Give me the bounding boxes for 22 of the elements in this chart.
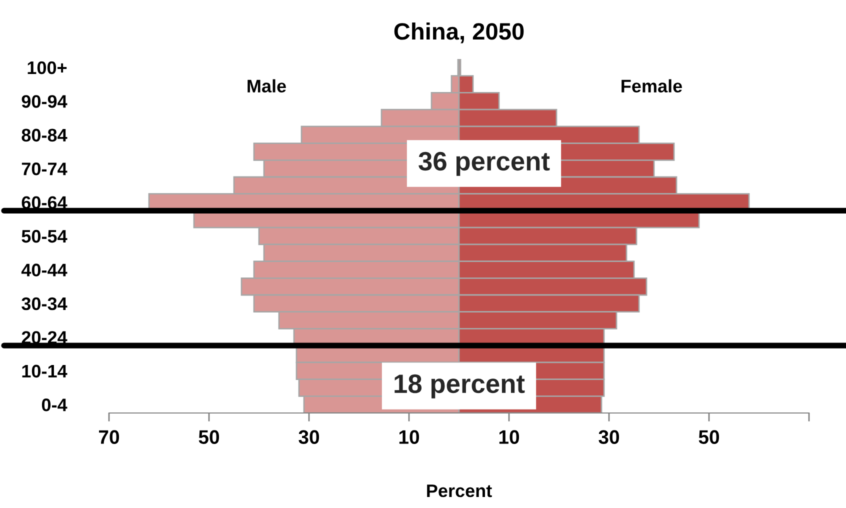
series-label: Female bbox=[622, 79, 682, 93]
x-tick-label: 50 bbox=[198, 430, 220, 444]
x-tick-label: 10 bbox=[499, 430, 520, 444]
x-tick-label: 70 bbox=[99, 430, 120, 444]
y-tick-label: 100+ bbox=[28, 61, 67, 74]
x-tick-label: 10 bbox=[399, 430, 420, 444]
y-tick-label: 30-34 bbox=[22, 297, 68, 310]
y-tick-label: 90-94 bbox=[22, 95, 68, 108]
y-tick-label: 80-84 bbox=[22, 128, 68, 142]
y-tick-label: 0-4 bbox=[42, 398, 68, 412]
x-tick-label: 30 bbox=[298, 430, 320, 444]
y-tick-label: 70-74 bbox=[22, 162, 68, 176]
x-axis-title: Percent bbox=[427, 484, 492, 498]
x-tick-label: 50 bbox=[698, 430, 720, 444]
y-tick-label: 10-14 bbox=[22, 364, 68, 378]
y-tick-label: 50-54 bbox=[22, 230, 68, 243]
y-tick-label: 40-44 bbox=[21, 264, 68, 276]
text: Male bbox=[248, 79, 286, 93]
ref-line-label: 36 percent bbox=[418, 152, 550, 176]
ref-line-label: 18 percent bbox=[394, 374, 525, 398]
chart-title: China, 2050 bbox=[394, 22, 524, 44]
x-tick-label: 30 bbox=[598, 430, 620, 444]
